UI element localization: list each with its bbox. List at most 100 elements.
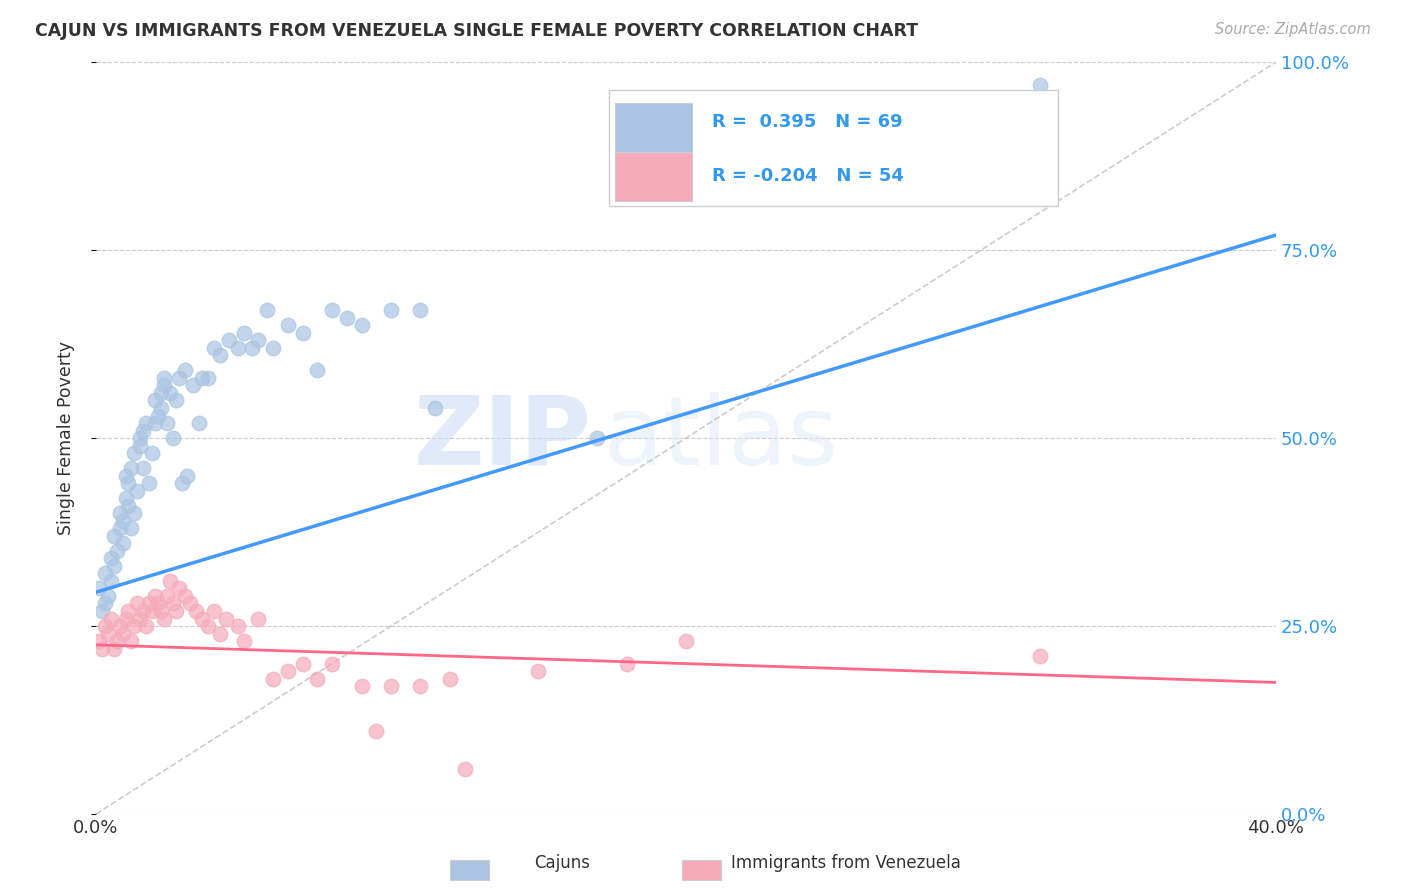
Point	[100, 574, 122, 588]
Point	[240, 341, 263, 355]
Point	[129, 431, 152, 445]
Point	[291, 326, 314, 340]
Point	[380, 679, 402, 693]
Point	[256, 303, 278, 318]
Point	[409, 303, 432, 318]
Point	[1029, 78, 1052, 92]
Point	[153, 378, 176, 392]
Point	[208, 626, 231, 640]
Point	[226, 619, 249, 633]
Point	[247, 611, 270, 625]
Point	[111, 514, 134, 528]
Point	[197, 619, 219, 633]
Point	[120, 461, 142, 475]
Point	[129, 439, 152, 453]
Point	[162, 597, 184, 611]
Point	[146, 409, 169, 423]
Point	[186, 604, 208, 618]
Point	[167, 582, 190, 596]
Point	[143, 416, 166, 430]
Point	[103, 558, 125, 573]
Point	[114, 611, 136, 625]
Point	[170, 476, 193, 491]
Point	[127, 483, 149, 498]
Point	[336, 310, 359, 325]
Point	[105, 634, 128, 648]
Point	[132, 461, 155, 475]
Point	[117, 499, 139, 513]
Point	[179, 597, 201, 611]
Point	[141, 446, 163, 460]
Point	[586, 431, 609, 445]
Point	[173, 589, 195, 603]
Point	[1029, 649, 1052, 664]
Point	[135, 416, 157, 430]
Text: atlas: atlas	[603, 392, 838, 484]
Point	[156, 589, 179, 603]
Point	[350, 679, 373, 693]
Point	[156, 416, 179, 430]
Text: CAJUN VS IMMIGRANTS FROM VENEZUELA SINGLE FEMALE POVERTY CORRELATION CHART: CAJUN VS IMMIGRANTS FROM VENEZUELA SINGL…	[35, 22, 918, 40]
Text: R =  0.395   N = 69: R = 0.395 N = 69	[711, 112, 903, 130]
Point	[321, 657, 343, 671]
Point	[111, 536, 134, 550]
Point	[87, 582, 110, 596]
Point	[120, 521, 142, 535]
Point	[97, 626, 120, 640]
Point	[366, 724, 388, 739]
Point	[138, 597, 160, 611]
Point	[87, 634, 110, 648]
Point	[103, 641, 125, 656]
Point	[409, 679, 432, 693]
Point	[108, 619, 131, 633]
Point	[191, 611, 214, 625]
Point	[100, 551, 122, 566]
Point	[124, 619, 146, 633]
Point	[197, 371, 219, 385]
Point	[277, 664, 299, 678]
Y-axis label: Single Female Poverty: Single Female Poverty	[58, 341, 75, 535]
Point	[127, 597, 149, 611]
Point	[321, 303, 343, 318]
Point	[111, 626, 134, 640]
Point	[165, 393, 187, 408]
Point	[215, 611, 238, 625]
Point	[105, 544, 128, 558]
FancyBboxPatch shape	[616, 103, 692, 153]
Point	[108, 506, 131, 520]
Point	[114, 468, 136, 483]
Point	[176, 468, 198, 483]
Point	[135, 619, 157, 633]
Point	[350, 318, 373, 333]
Point	[202, 604, 225, 618]
Point	[132, 604, 155, 618]
Point	[153, 611, 176, 625]
Point	[94, 597, 117, 611]
Point	[425, 401, 447, 415]
Point	[146, 597, 169, 611]
Point	[616, 657, 638, 671]
Text: Cajuns: Cajuns	[534, 855, 591, 872]
Point	[291, 657, 314, 671]
Point	[454, 762, 477, 776]
Point	[103, 529, 125, 543]
Point	[94, 619, 117, 633]
FancyBboxPatch shape	[616, 153, 692, 202]
Point	[183, 378, 205, 392]
Point	[307, 363, 329, 377]
Point	[114, 491, 136, 506]
Point	[675, 634, 697, 648]
FancyBboxPatch shape	[609, 90, 1057, 206]
Point	[120, 634, 142, 648]
Point	[149, 386, 172, 401]
Point	[117, 604, 139, 618]
Point	[262, 341, 284, 355]
Point	[143, 589, 166, 603]
Point	[173, 363, 195, 377]
Point	[94, 566, 117, 581]
Point	[153, 371, 176, 385]
Point	[124, 506, 146, 520]
Text: Source: ZipAtlas.com: Source: ZipAtlas.com	[1215, 22, 1371, 37]
Point	[159, 386, 181, 401]
Point	[108, 521, 131, 535]
